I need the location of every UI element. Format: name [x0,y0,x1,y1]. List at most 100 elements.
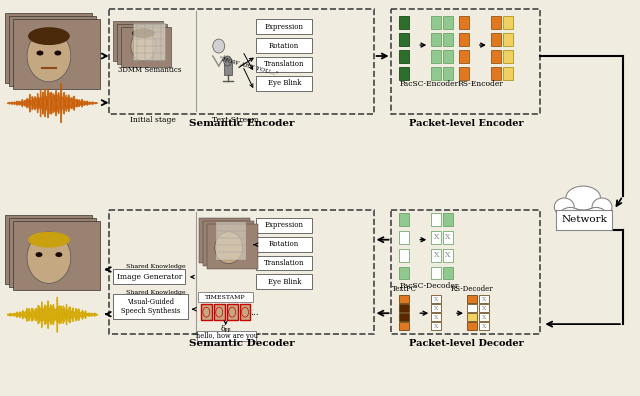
Text: Network: Network [561,215,607,225]
Text: RS-Decoder: RS-Decoder [451,286,493,293]
Ellipse shape [216,307,223,317]
Bar [198,292,253,302]
Text: Semantic Decoder: Semantic Decoder [189,339,294,348]
Ellipse shape [592,198,612,216]
Bar [133,23,165,60]
Ellipse shape [215,232,243,263]
Ellipse shape [241,307,248,317]
Bar [459,16,469,29]
Ellipse shape [585,208,607,224]
Bar [113,21,163,61]
Text: Translation: Translation [264,61,305,69]
Bar [556,210,612,230]
Bar [122,27,171,67]
Bar [502,50,513,63]
Bar [392,10,540,114]
Text: Shared Knowledge: Shared Knowledge [126,264,186,269]
Bar [431,304,441,312]
Bar [491,67,500,80]
Bar [491,33,500,46]
Text: PacSC-Decoder: PacSC-Decoder [399,282,459,290]
Ellipse shape [212,39,225,53]
Bar [431,267,441,280]
Bar [431,16,441,29]
Ellipse shape [56,252,62,257]
Ellipse shape [203,307,210,317]
Text: X: X [433,251,439,259]
Bar [431,313,441,321]
Bar [443,213,453,226]
Bar [199,218,250,263]
Text: X: X [481,315,486,320]
Bar [9,16,95,86]
Bar [257,19,312,34]
Text: Eye Blink: Eye Blink [268,79,301,87]
Text: Rotation: Rotation [269,42,300,50]
Text: X: X [434,306,438,311]
Bar [257,274,312,289]
Ellipse shape [28,232,70,248]
Bar [431,295,441,303]
Bar [479,304,489,312]
Ellipse shape [27,232,71,284]
Bar [491,50,500,63]
Bar [479,313,489,321]
Text: Packet-level Encoder: Packet-level Encoder [409,118,524,128]
Bar [431,67,441,80]
Text: X: X [481,324,486,329]
Bar [207,224,259,268]
Text: Rotation: Rotation [269,240,300,248]
Bar [109,210,374,334]
Text: Visual-Guided
Speech Synthesis: Visual-Guided Speech Synthesis [121,298,180,315]
Text: X: X [481,306,486,311]
Text: Initial stage: Initial stage [131,116,176,124]
Bar [502,16,513,29]
Bar [399,67,410,80]
Text: X: X [445,251,451,259]
Ellipse shape [224,56,232,66]
Bar [443,249,453,261]
Text: Shared Knowledge: Shared Knowledge [126,290,186,295]
Bar [467,313,477,321]
Bar [479,322,489,330]
Bar [214,304,225,320]
Bar [399,16,410,29]
Bar [13,221,100,290]
Text: Eye Blink: Eye Blink [268,278,301,286]
Text: Packet-level Decoder: Packet-level Decoder [408,339,524,348]
Bar [467,322,477,330]
Ellipse shape [566,186,600,210]
Bar [399,213,410,226]
Bar [399,295,410,303]
Text: "HOW ARE YOU...": "HOW ARE YOU..." [219,56,278,76]
Bar [431,322,441,330]
Bar [399,231,410,244]
Bar [9,218,95,287]
Bar [216,222,246,259]
Bar [257,237,312,251]
Bar [459,50,469,63]
Bar [239,304,250,320]
Bar [443,267,453,280]
Bar [443,16,453,29]
Text: δₚₚ: δₚₚ [220,325,231,333]
Bar [467,295,477,303]
Bar [443,67,453,80]
Text: X: X [445,233,451,241]
Ellipse shape [36,51,44,55]
Bar [443,50,453,63]
Bar [467,304,477,312]
Bar [443,33,453,46]
Bar [399,267,410,280]
Bar [257,255,312,270]
Bar [431,231,441,244]
Bar [113,294,188,319]
Bar [399,304,410,312]
Ellipse shape [568,214,598,230]
Bar [443,231,453,244]
Text: X: X [434,324,438,329]
Bar [479,295,489,303]
Bar [431,249,441,261]
Ellipse shape [28,27,70,45]
Bar [197,331,257,341]
